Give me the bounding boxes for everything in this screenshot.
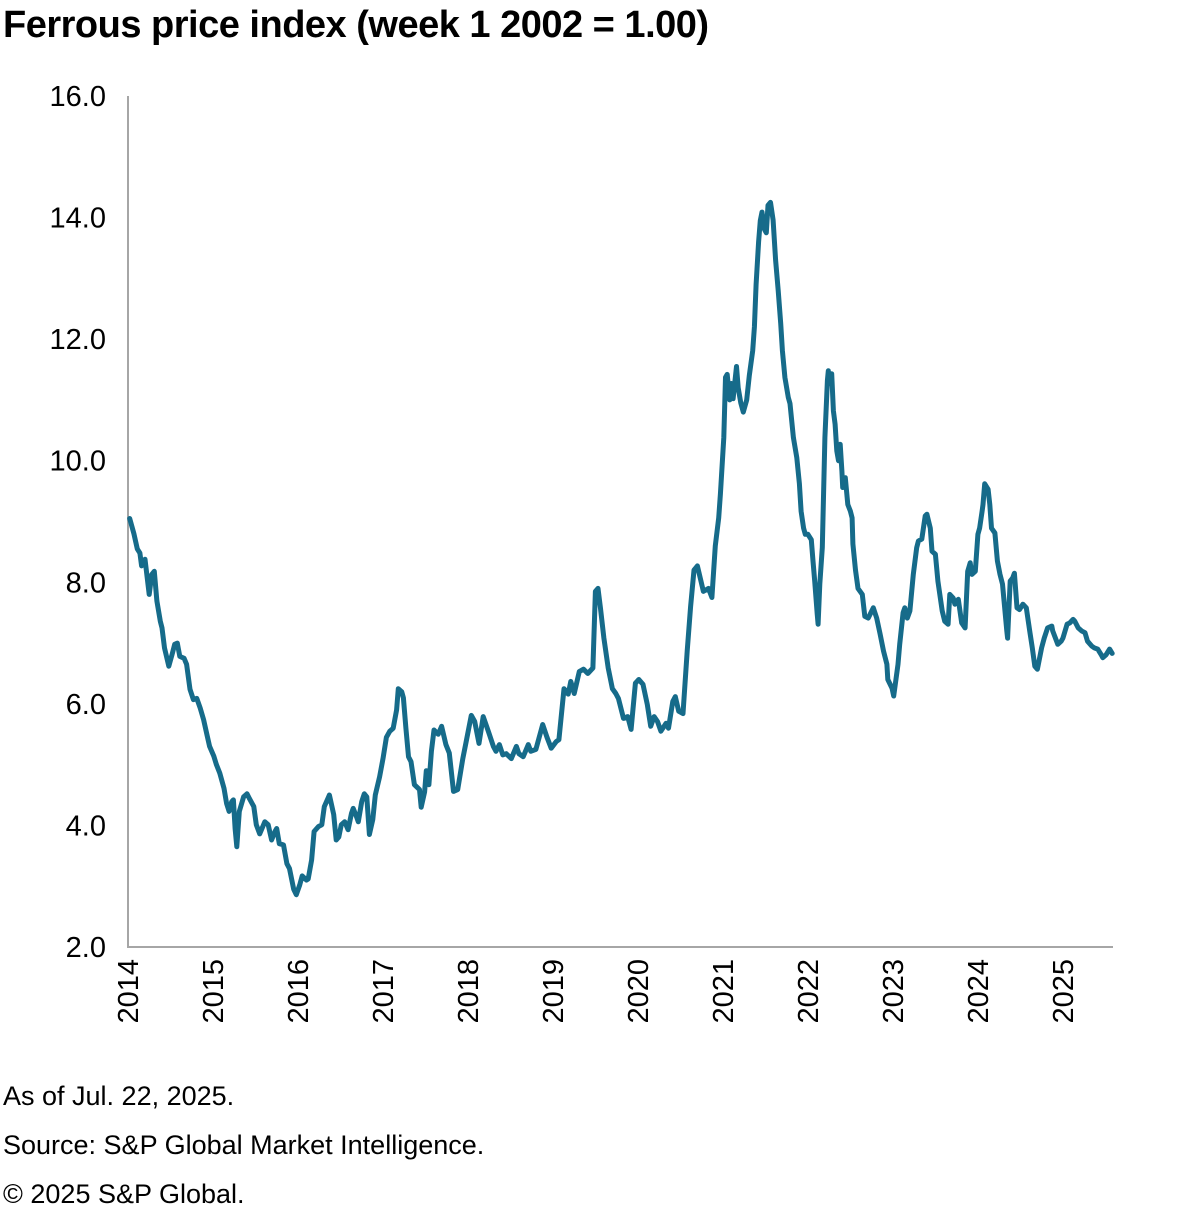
x-tick-label: 2017 bbox=[368, 959, 400, 1024]
x-tick-label: 2015 bbox=[198, 959, 230, 1024]
price-index-series-line bbox=[127, 199, 1115, 898]
y-tick-label: 12.0 bbox=[50, 324, 106, 356]
x-tick-label: 2022 bbox=[793, 959, 825, 1024]
x-tick-label: 2023 bbox=[878, 959, 910, 1024]
y-tick-label: 16.0 bbox=[50, 81, 106, 113]
x-tick-label: 2024 bbox=[963, 959, 995, 1024]
y-tick-label: 14.0 bbox=[50, 203, 106, 235]
footnotes: As of Jul. 22, 2025. Source: S&P Global … bbox=[3, 1072, 484, 1216]
x-tick-label: 2018 bbox=[453, 959, 485, 1024]
y-tick-label: 4.0 bbox=[66, 810, 106, 842]
footnote-source: Source: S&P Global Market Intelligence. bbox=[3, 1130, 485, 1160]
y-tick-label: 2.0 bbox=[66, 932, 106, 964]
chart-title: Ferrous price index (week 1 2002 = 1.00) bbox=[3, 4, 709, 46]
y-tick-label: 10.0 bbox=[50, 446, 106, 478]
x-tick-label: 2020 bbox=[623, 959, 655, 1024]
x-tick-label: 2021 bbox=[708, 959, 740, 1024]
footnote-as-of: As of Jul. 22, 2025. bbox=[3, 1081, 235, 1111]
x-tick-label: 2019 bbox=[538, 959, 570, 1024]
x-tick-label: 2025 bbox=[1048, 959, 1080, 1024]
x-tick-label: 2016 bbox=[283, 959, 315, 1024]
y-tick-label: 8.0 bbox=[66, 567, 106, 599]
footnote-copyright: © 2025 S&P Global. bbox=[3, 1179, 245, 1209]
x-tick-label: 2014 bbox=[113, 959, 145, 1024]
y-tick-label: 6.0 bbox=[66, 689, 106, 721]
